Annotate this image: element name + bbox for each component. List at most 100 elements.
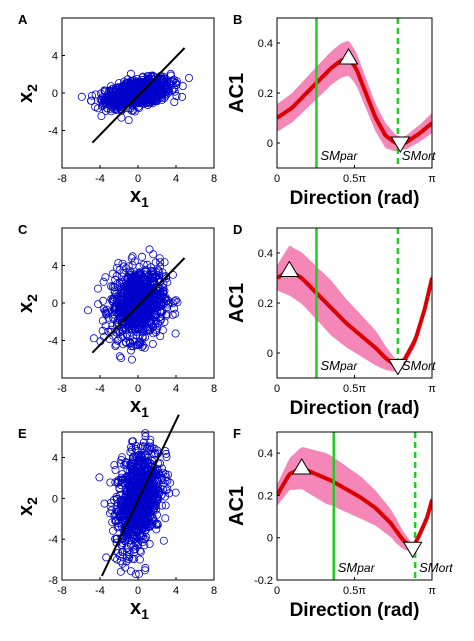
data-point — [118, 497, 127, 506]
data-point — [115, 326, 124, 335]
x-tick-label: 0.5π — [343, 383, 366, 395]
plot-frame — [276, 17, 433, 169]
data-point — [163, 485, 172, 494]
data-point — [129, 84, 138, 93]
data-point — [122, 557, 131, 566]
data-point — [122, 312, 131, 321]
data-point — [110, 310, 119, 319]
data-point — [119, 323, 128, 332]
x-axis-label-main: x — [130, 597, 141, 619]
data-point — [178, 82, 187, 91]
scatter-points — [77, 69, 193, 125]
data-point — [117, 475, 126, 484]
data-point — [128, 533, 137, 542]
x-tick-label: -4 — [95, 383, 105, 395]
data-point — [117, 299, 126, 308]
data-point — [160, 258, 169, 267]
data-point — [113, 499, 122, 508]
min-marker — [387, 359, 408, 376]
data-point — [111, 341, 120, 350]
data-point — [151, 92, 160, 101]
data-point — [101, 321, 110, 330]
data-point — [131, 82, 140, 91]
sm-ort-label-main: SM — [402, 148, 422, 163]
x-axis-label: x1 — [130, 395, 149, 420]
data-point — [135, 505, 144, 514]
min-marker — [402, 541, 423, 559]
data-point — [151, 97, 160, 106]
data-point — [135, 569, 144, 578]
y-tick-label: -0.2 — [254, 575, 273, 587]
data-point — [101, 308, 110, 317]
y-tick-label: 4 — [52, 453, 58, 465]
data-point — [128, 454, 137, 463]
data-point — [126, 513, 135, 522]
data-point — [152, 296, 161, 305]
data-point — [169, 75, 178, 84]
x-tick-label: 0 — [274, 585, 280, 597]
x-axis-label: Direction (rad) — [290, 398, 420, 419]
data-point — [114, 102, 123, 111]
data-point — [140, 566, 149, 575]
max-marker — [338, 48, 359, 65]
data-point — [139, 459, 148, 468]
y-axis-label-main: x — [15, 92, 37, 103]
x-tick-label: 0 — [274, 383, 280, 395]
data-point — [154, 267, 163, 276]
data-point — [132, 327, 141, 336]
data-point — [132, 539, 141, 548]
data-point — [122, 264, 131, 273]
data-point — [130, 281, 139, 290]
sm-ort-label: SMort — [402, 358, 436, 373]
x-tick-label: π — [428, 383, 436, 395]
mean-curve — [277, 268, 432, 368]
x-tick-label: 0.5π — [343, 585, 366, 597]
axis-line — [91, 257, 186, 354]
data-point — [142, 451, 151, 460]
data-point — [135, 508, 144, 517]
data-point — [99, 296, 108, 305]
x-tick-label: -8 — [57, 173, 67, 185]
data-point — [112, 271, 121, 280]
y-axis-label: AC1 — [226, 73, 248, 113]
data-point — [150, 87, 159, 96]
data-point — [94, 104, 103, 113]
data-point — [117, 296, 126, 305]
data-point — [135, 467, 144, 476]
data-point — [129, 342, 138, 351]
x-axis-label: x1 — [130, 185, 149, 210]
x-tick-label: π — [428, 585, 436, 597]
x-tick-label: 0 — [274, 173, 280, 185]
data-point — [125, 461, 134, 470]
data-point — [120, 90, 129, 99]
data-point — [171, 309, 180, 318]
plot-frame — [61, 17, 215, 169]
scatter-points — [95, 429, 180, 579]
data-point — [132, 330, 141, 339]
data-point — [123, 552, 132, 561]
data-point — [158, 464, 167, 473]
data-point — [138, 453, 147, 462]
data-point — [131, 570, 140, 579]
data-point — [141, 429, 150, 438]
y-tick-label: -4 — [48, 336, 58, 348]
data-point — [159, 287, 168, 296]
data-point — [120, 282, 129, 291]
data-point — [177, 92, 186, 101]
data-point — [130, 78, 139, 87]
data-point — [151, 520, 160, 529]
plot-frame — [276, 227, 433, 379]
data-point — [110, 461, 119, 470]
data-point — [123, 489, 132, 498]
data-point — [119, 506, 128, 515]
y-axis-label: AC1 — [226, 486, 248, 526]
y-axis-label: x2 — [15, 294, 40, 313]
data-point — [144, 326, 153, 335]
data-point — [157, 298, 166, 307]
data-point — [139, 260, 148, 269]
data-point — [135, 555, 144, 564]
x-tick-label: 0.5π — [343, 173, 366, 185]
data-point — [119, 85, 128, 94]
data-point — [118, 453, 127, 462]
data-point — [110, 306, 119, 315]
